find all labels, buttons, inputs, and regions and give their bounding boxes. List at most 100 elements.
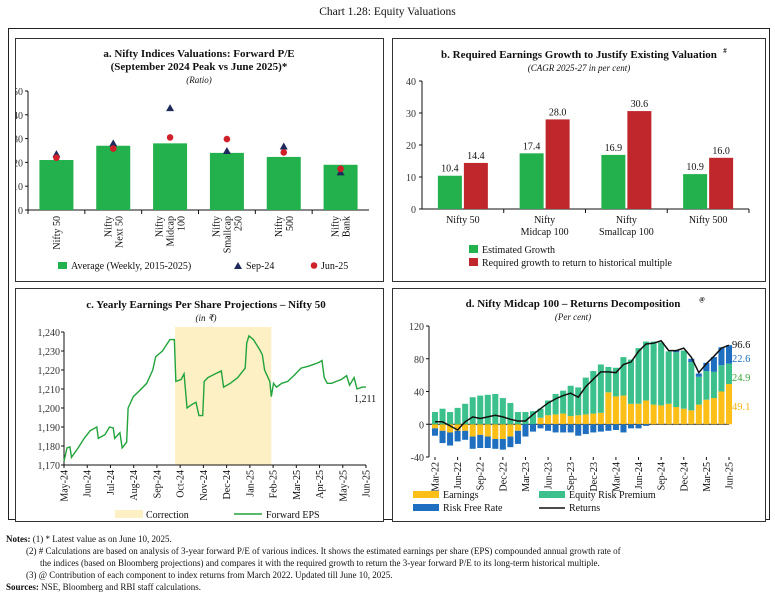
legend-label-correction: Correction	[146, 510, 189, 521]
bar-earnings	[635, 403, 642, 425]
bar-equity-risk-premium	[560, 390, 567, 414]
x-tick-label: Jul-24	[106, 470, 117, 495]
bar-equity-risk-premium	[635, 348, 642, 404]
bar-risk-free-rate	[522, 424, 529, 437]
bar-risk-free-rate	[545, 424, 552, 431]
bar-equity-risk-premium	[537, 408, 544, 418]
bar-risk-free-rate	[635, 424, 642, 429]
y-tick-label: 1,220	[38, 366, 61, 377]
x-tick-label: Jan-25	[245, 470, 256, 497]
end-label: 24.9	[732, 373, 750, 384]
bar-risk-free-rate	[695, 373, 702, 377]
chart-frame	[8, 28, 770, 520]
bar-risk-free-rate	[627, 424, 635, 429]
legend-label-required: Required growth to return to historical …	[482, 258, 673, 269]
bar-estimated-growth	[519, 153, 544, 209]
legend-label-jun-25: Jun-25	[321, 261, 348, 272]
x-tick-label: Mar-24	[611, 462, 622, 492]
bar-earnings	[492, 424, 499, 439]
bar-earnings	[680, 408, 687, 425]
chart-title: c. Yearly Earnings Per Share Projections…	[86, 299, 326, 311]
x-tick-label: Oct-24	[176, 470, 187, 498]
legend-label-estimated: Estimated Growth	[482, 245, 555, 256]
x-tick-label: Nifty 50	[446, 215, 480, 226]
bar-risk-free-rate	[560, 424, 567, 433]
x-tick-label: Feb-25	[269, 470, 280, 498]
bar-equity-risk-premium	[597, 364, 604, 413]
bar-risk-free-rate	[431, 428, 439, 436]
panel-b-required-growth: b. Required Earnings Growth to Justify E…	[392, 38, 766, 282]
legend-label-earnings: Earnings	[443, 490, 479, 501]
chart-title: b. Required Earnings Growth to Justify E…	[441, 49, 717, 61]
bar-earnings	[620, 395, 627, 425]
data-label: 17.4	[523, 141, 541, 152]
bar-estimated-growth	[601, 154, 626, 209]
y-tick-label: 30	[16, 135, 23, 146]
bar-earnings	[627, 403, 635, 425]
y-tick-label: 40	[414, 388, 424, 399]
x-tick-label: May-24	[60, 470, 71, 502]
x-tick-label: Aug-24	[129, 470, 140, 501]
bar-risk-free-rate	[484, 436, 491, 448]
returns-line	[435, 339, 730, 431]
x-tick-label: Nifty	[103, 216, 114, 237]
bar-equity-risk-premium	[462, 403, 469, 425]
y-tick-label: 120	[409, 322, 424, 333]
panel-c-svg: c. Yearly Earnings Per Share Projections…	[38, 299, 377, 521]
marker-sep-24	[166, 104, 175, 112]
notes-section: Notes: (1) * Latest value as on June 10,…	[6, 533, 771, 593]
y-tick-label: 30	[406, 109, 416, 120]
bar-equity-risk-premium	[627, 359, 635, 404]
x-tick-label: Smallcap	[222, 216, 233, 253]
bar-earnings	[605, 392, 612, 425]
x-tick-label: Sep-24	[152, 470, 163, 498]
bar-equity-risk-premium	[658, 342, 665, 406]
x-tick-label: Nifty 500	[689, 215, 728, 226]
x-tick-label: Jun-25	[725, 462, 736, 489]
x-tick-label: Jun-24	[634, 462, 645, 489]
legend-swatch-earnings	[413, 491, 439, 498]
bar-risk-free-rate	[575, 424, 582, 436]
y-tick-label: 10	[16, 182, 23, 193]
data-label: 28.0	[549, 107, 567, 118]
bar-risk-free-rate	[605, 424, 612, 431]
bar-earnings	[612, 396, 619, 425]
bar-equity-risk-premium	[545, 400, 552, 416]
bar-risk-free-rate	[688, 358, 695, 363]
bar-risk-free-rate	[462, 430, 469, 440]
bar-equity-risk-premium	[665, 351, 672, 404]
panel-a-forward-pe: a. Nifty Indices Valuations: Forward P/E…	[15, 38, 384, 282]
bar-risk-free-rate	[703, 362, 710, 372]
marker-sep-24	[222, 146, 231, 154]
bar-equity-risk-premium	[620, 357, 627, 396]
bar-equity-risk-premium	[431, 411, 439, 425]
bar-earnings	[469, 424, 476, 437]
bar-equity-risk-premium	[514, 411, 521, 425]
bar-estimated-growth	[437, 175, 462, 209]
x-tick-label: Apr-25	[315, 470, 326, 499]
bar-earnings	[703, 399, 710, 425]
bar-equity-risk-premium	[650, 341, 657, 405]
x-tick-label: Smallcap 100	[599, 227, 654, 238]
end-value-label: 1,211	[354, 394, 376, 405]
title-footnote-mark: #	[723, 47, 727, 55]
x-tick-label: Next 50	[114, 216, 125, 248]
bar-risk-free-rate	[537, 424, 544, 429]
x-tick-label: Mar-22	[431, 462, 442, 492]
marker-jun-25	[109, 145, 117, 152]
bar-equity-risk-premium	[454, 407, 461, 425]
bar-risk-free-rate	[612, 424, 619, 430]
end-label: 49.1	[732, 402, 750, 413]
y-tick-label: 1,210	[38, 385, 61, 396]
bar-earnings	[484, 424, 491, 437]
bar-equity-risk-premium	[673, 352, 680, 408]
chart-subtitle: (in ₹)	[196, 313, 217, 323]
note-1: (1) * Latest value as on June 10, 2025.	[32, 534, 172, 544]
bar-earnings	[462, 424, 469, 431]
panel-a-svg: a. Nifty Indices Valuations: Forward P/E…	[16, 48, 369, 272]
legend-marker-jun-25	[310, 262, 318, 269]
y-tick-label: 20	[406, 141, 416, 152]
marker-sep-24	[279, 142, 288, 150]
bar-equity-risk-premium	[484, 394, 491, 425]
bar-earnings	[507, 424, 514, 437]
